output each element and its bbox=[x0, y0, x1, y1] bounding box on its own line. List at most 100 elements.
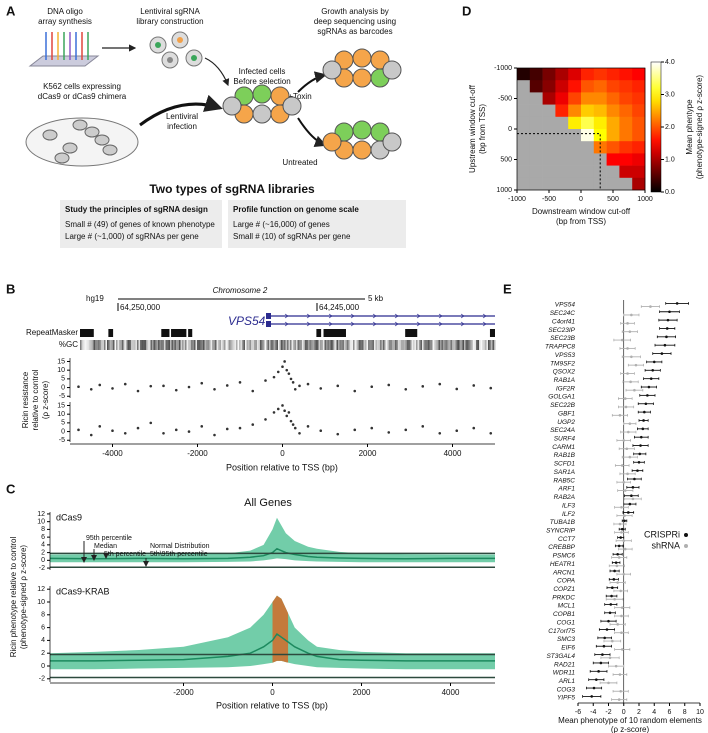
x-tick-label: 6 bbox=[668, 709, 672, 716]
condition: Untreated bbox=[282, 158, 317, 167]
point bbox=[77, 385, 80, 388]
gc-stripe bbox=[110, 340, 112, 350]
point bbox=[98, 383, 102, 387]
error-bar bbox=[632, 444, 649, 447]
gc-stripe bbox=[342, 340, 344, 350]
missing-cell bbox=[517, 129, 531, 142]
track-label: RepeatMasker bbox=[26, 328, 78, 337]
error-bar bbox=[617, 489, 634, 492]
annotation: 5th\95th percentile bbox=[150, 551, 208, 558]
repeat bbox=[323, 329, 346, 337]
missing-cell bbox=[581, 165, 595, 179]
gc-stripe bbox=[485, 340, 487, 350]
missing-cell bbox=[529, 92, 543, 105]
mean-point bbox=[623, 514, 626, 517]
strand-arrow bbox=[372, 321, 377, 327]
gc-stripe bbox=[296, 340, 298, 350]
heat-cell bbox=[555, 68, 569, 81]
arrow bbox=[297, 117, 327, 148]
heat-cell bbox=[606, 80, 620, 93]
cell bbox=[54, 152, 70, 164]
gc-stripe bbox=[140, 340, 142, 350]
mean-point bbox=[620, 527, 624, 531]
mean-point bbox=[620, 338, 624, 342]
gc-stripe bbox=[249, 340, 251, 350]
y-tick-label: 4 bbox=[41, 637, 45, 644]
gc-stripe bbox=[299, 340, 301, 350]
mean-point bbox=[646, 394, 649, 397]
gc-stripe bbox=[159, 340, 161, 350]
condition: +Toxin bbox=[288, 92, 311, 101]
gc-stripe bbox=[125, 340, 127, 350]
error-bar bbox=[608, 564, 625, 568]
annotation: 5th percentile bbox=[104, 551, 146, 558]
x-tick-label: 4000 bbox=[444, 449, 462, 458]
point bbox=[455, 429, 459, 432]
error-bar bbox=[625, 388, 644, 392]
gc-stripe bbox=[200, 340, 202, 350]
gc-stripe bbox=[128, 340, 130, 350]
gc-stripe bbox=[105, 340, 107, 350]
mean-point bbox=[592, 686, 596, 690]
gc-stripe bbox=[401, 340, 403, 350]
point bbox=[162, 432, 165, 435]
missing-cell bbox=[555, 129, 569, 142]
strand-arrow bbox=[350, 313, 355, 319]
gc-stripe bbox=[126, 340, 128, 350]
gene-label: SAR1A bbox=[554, 469, 575, 476]
gc-stripe bbox=[194, 340, 196, 350]
gc-stripe bbox=[413, 340, 415, 350]
gc-stripe bbox=[243, 340, 245, 350]
gc-stripe bbox=[362, 340, 364, 350]
point bbox=[438, 432, 442, 435]
mean-point bbox=[634, 363, 638, 367]
x-tick-label: 0 bbox=[579, 196, 583, 203]
gc-stripe bbox=[170, 340, 172, 350]
y-axis-label: (bp from TSS) bbox=[478, 104, 487, 154]
gc-stripe bbox=[93, 340, 95, 350]
gene-label: SEC24A bbox=[550, 427, 575, 434]
gc-stripe bbox=[117, 340, 119, 350]
gc-stripe bbox=[347, 340, 349, 350]
error-bar bbox=[621, 455, 638, 459]
gc-stripe bbox=[210, 340, 212, 350]
gc-stripe bbox=[141, 340, 143, 350]
gc-stripe bbox=[375, 340, 377, 350]
step-text: deep sequencing using bbox=[314, 17, 396, 26]
gc-stripe bbox=[290, 340, 292, 350]
gc-stripe bbox=[284, 340, 286, 350]
y-tick-label: 1000 bbox=[496, 187, 512, 194]
missing-cell bbox=[542, 129, 556, 142]
gc-stripe bbox=[129, 340, 131, 350]
y-tick-label: 0 bbox=[508, 126, 512, 133]
y-tick-label: 0 bbox=[41, 557, 45, 564]
missing-cell bbox=[542, 141, 556, 154]
missing-cell bbox=[542, 177, 556, 191]
gc-stripe bbox=[132, 340, 134, 350]
gene-label: SEC23IP bbox=[548, 327, 575, 334]
step-text: Before selection bbox=[233, 77, 290, 86]
gc-stripe bbox=[368, 340, 370, 350]
gc-stripe bbox=[320, 340, 322, 350]
gc-stripe bbox=[246, 340, 248, 350]
y-tick-label: 0 bbox=[41, 663, 45, 670]
gc-stripe bbox=[317, 340, 319, 350]
gc-stripe bbox=[315, 340, 317, 350]
missing-cell bbox=[568, 153, 582, 166]
gc-stripe bbox=[168, 340, 170, 350]
colorbar-label: (phenotype-signed ρ z-score) bbox=[695, 75, 704, 179]
gc-stripe bbox=[311, 340, 313, 350]
gc-stripe bbox=[392, 340, 394, 350]
strand-arrow bbox=[482, 313, 487, 319]
step-text: infection bbox=[167, 122, 197, 131]
gc-stripe bbox=[254, 340, 256, 350]
mean-point bbox=[628, 455, 632, 459]
error-bar bbox=[618, 527, 626, 531]
gc-stripe bbox=[207, 340, 209, 350]
gc-stripe bbox=[84, 340, 86, 350]
gene-label: PRKDC bbox=[552, 594, 575, 601]
gc-stripe bbox=[482, 340, 484, 350]
gene-label: UGP2 bbox=[557, 419, 575, 426]
point bbox=[285, 414, 289, 418]
gc-stripe bbox=[356, 340, 358, 350]
